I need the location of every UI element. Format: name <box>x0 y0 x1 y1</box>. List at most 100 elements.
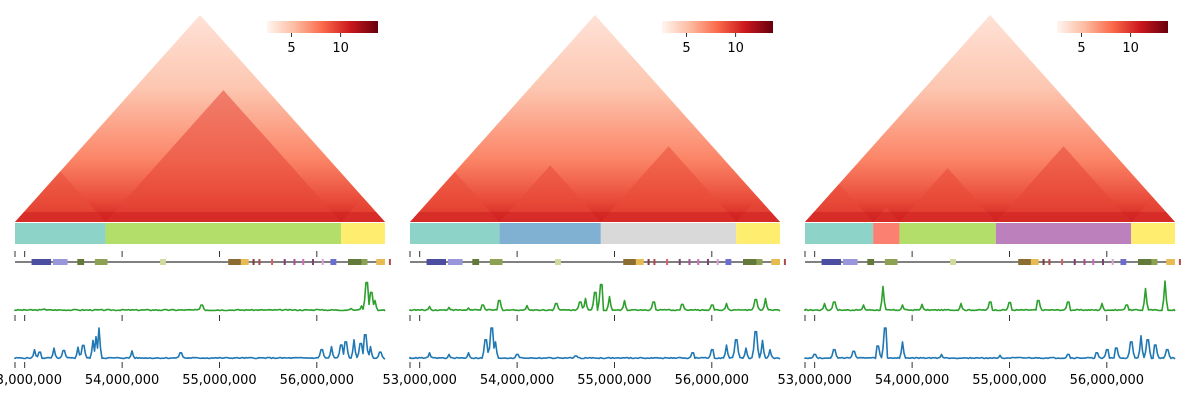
gene-12 <box>1083 259 1086 265</box>
x-axis-tick-label: 56,000,000 <box>675 373 749 388</box>
gene-6 <box>1018 259 1031 265</box>
gene-11 <box>1073 259 1076 265</box>
gene-3 <box>472 259 480 265</box>
gene-5 <box>555 259 561 265</box>
domain-segment-3 <box>341 223 385 244</box>
gene-12 <box>688 259 691 265</box>
domain-segment-1 <box>15 223 106 244</box>
gene-1 <box>426 259 447 265</box>
x-axis-tick-label: 56,000,000 <box>1070 373 1144 388</box>
tad-block-4 <box>995 146 1132 222</box>
tad-block-2 <box>105 90 342 222</box>
gene-7 <box>240 259 249 265</box>
x-axis-tick-label: 53,000,000 <box>383 373 457 388</box>
gene-11 <box>283 259 286 265</box>
gene-6 <box>623 259 636 265</box>
domain-segment-4 <box>736 223 780 244</box>
blue-signal-line <box>14 327 386 360</box>
gene-12 <box>293 259 296 265</box>
gene-2 <box>52 259 68 265</box>
gene-1 <box>31 259 52 265</box>
gene-20 <box>783 259 786 265</box>
gene-8 <box>647 259 650 265</box>
colorbar <box>662 21 773 33</box>
gene-17 <box>1138 259 1152 265</box>
gene-7 <box>1030 259 1039 265</box>
domain-segment-5 <box>1131 223 1175 244</box>
gene-15 <box>716 259 719 265</box>
gene-3 <box>77 259 85 265</box>
gene-17 <box>348 259 362 265</box>
gene-17 <box>743 259 757 265</box>
colorbar-tick-label: 5 <box>287 41 295 56</box>
gene-16 <box>1120 259 1127 265</box>
colorbar-tick-label: 10 <box>727 41 744 56</box>
gene-14 <box>311 259 314 265</box>
tad-block-1 <box>410 171 500 222</box>
gene-3 <box>867 259 875 265</box>
tad-block-1 <box>15 171 106 222</box>
panel-1: 5 10 53,000,000 54,000,000 55,000,000 56,000,… <box>0 15 391 388</box>
gene-9 <box>1048 259 1051 265</box>
x-axis-tick-label: 55,000,000 <box>577 373 651 388</box>
gene-19 <box>1166 259 1175 265</box>
gene-14 <box>1101 259 1104 265</box>
gene-20 <box>388 259 391 265</box>
gene-16 <box>330 259 337 265</box>
panel-2: 5 10 53,000,000 54,000,000 55,000,000 56,000,… <box>383 15 786 388</box>
colorbar-tick-label: 10 <box>1122 41 1139 56</box>
heatmap-diagonal <box>15 212 385 222</box>
x-axis-tick-label: 53,000,000 <box>778 373 852 388</box>
gene-18 <box>756 259 763 265</box>
x-axis-tick-label: 55,000,000 <box>972 373 1046 388</box>
colorbar-tick-label: 5 <box>682 41 690 56</box>
gene-9 <box>258 259 261 265</box>
green-signal-line <box>409 283 781 312</box>
gene-19 <box>376 259 385 265</box>
x-axis-tick-label: 54,000,000 <box>85 373 159 388</box>
domain-segment-2 <box>499 223 601 244</box>
green-signal-line <box>804 280 1176 312</box>
gene-14 <box>706 259 709 265</box>
x-axis-tick-label: 54,000,000 <box>875 373 949 388</box>
gene-7 <box>635 259 644 265</box>
x-axis-tick-label: 54,000,000 <box>480 373 554 388</box>
blue-signal-line <box>409 327 781 360</box>
gene-4 <box>884 259 898 265</box>
heatmap-diagonal <box>410 212 780 222</box>
green-signal-line <box>14 281 386 312</box>
domain-segment-1 <box>410 223 500 244</box>
x-axis-tick-label: 55,000,000 <box>182 373 256 388</box>
gene-8 <box>1042 259 1045 265</box>
gene-2 <box>447 259 463 265</box>
tad-block-3 <box>600 146 737 222</box>
gene-19 <box>771 259 780 265</box>
gene-15 <box>321 259 324 265</box>
gene-5 <box>160 259 166 265</box>
gene-13 <box>1092 259 1095 265</box>
x-axis-tick-label: 53,000,000 <box>0 373 62 388</box>
x-axis-tick-label: 56,000,000 <box>280 373 354 388</box>
gene-13 <box>302 259 305 265</box>
tad-block-2 <box>499 165 601 222</box>
domain-segment-3 <box>600 223 737 244</box>
gene-8 <box>252 259 255 265</box>
gene-6 <box>228 259 241 265</box>
domain-segment-2 <box>105 223 342 244</box>
gene-10 <box>1061 259 1064 265</box>
gene-5 <box>950 259 956 265</box>
heatmap-background <box>805 15 1175 222</box>
gene-10 <box>271 259 274 265</box>
contact-heatmap <box>805 15 1175 222</box>
domain-segment-3 <box>899 223 996 244</box>
gene-1 <box>821 259 842 265</box>
gene-4 <box>94 259 108 265</box>
colorbar <box>1057 21 1168 33</box>
colorbar-tick-label: 10 <box>332 41 349 56</box>
domain-segment-4 <box>995 223 1132 244</box>
blue-signal-line <box>804 327 1176 360</box>
contact-heatmap <box>15 15 385 222</box>
gene-11 <box>678 259 681 265</box>
gene-10 <box>666 259 669 265</box>
